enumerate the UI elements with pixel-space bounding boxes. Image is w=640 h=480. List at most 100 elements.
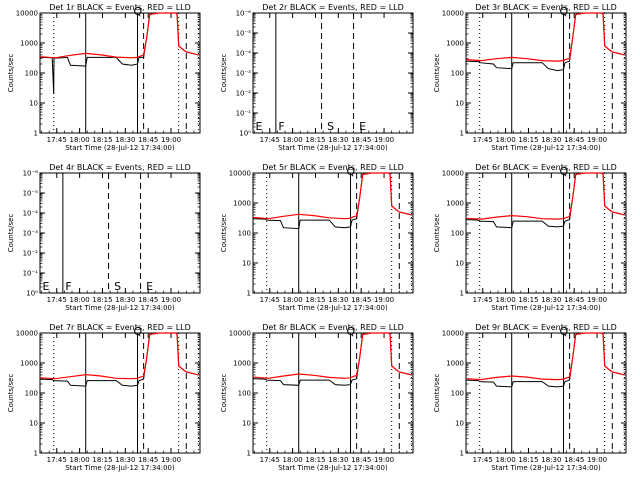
y-tick-label: 10⁻¹: [23, 270, 39, 278]
x-tick-label: 18:00: [70, 136, 90, 144]
y-axis-label: Counts/sec: [220, 214, 228, 253]
time-flag-q: Q: [560, 165, 569, 178]
y-tick-label: 1000: [20, 40, 38, 48]
y-axis-label: Counts/sec: [220, 374, 228, 413]
panel-title: Det 7r BLACK = Events, RED = LLD: [49, 323, 191, 332]
x-tick-label: 17:45: [47, 136, 67, 144]
time-flag-q: Q: [347, 325, 356, 338]
x-tick-label: 18:30: [541, 136, 561, 144]
time-flag-f: F: [65, 280, 71, 293]
x-tick-label: 17:45: [47, 456, 67, 464]
x-tick-label: 18:15: [92, 456, 112, 464]
y-tick-label: 10⁻²: [23, 250, 39, 258]
panel-title: Det 3r BLACK = Events, RED = LLD: [475, 3, 617, 12]
y-tick-label: 10⁰: [26, 290, 38, 298]
lld-series-line: [39, 332, 199, 380]
x-tick-label: 19:00: [374, 456, 394, 464]
detector-panel-3: Det 3r BLACK = Events, RED = LLD 1 10 100 10…: [433, 3, 627, 152]
panel-title: Det 6r BLACK = Events, RED = LLD: [475, 163, 617, 172]
x-axis-label: Start Time (28-Jul-12 17:34:00): [491, 304, 601, 312]
y-tick-label: 10000: [16, 330, 38, 338]
x-tick-label: 18:45: [564, 456, 584, 464]
y-tick-label: 10⁻⁵: [236, 30, 252, 38]
y-axis-label: Counts/sec: [220, 54, 228, 93]
detector-panel-5: Det 5r BLACK = Events, RED = LLD 1 10 100 10…: [220, 163, 414, 312]
y-tick-label: 1000: [233, 200, 251, 208]
time-flag-q: Q: [134, 5, 143, 18]
x-tick-label: 19:00: [587, 136, 607, 144]
y-axis-label: Counts/sec: [7, 374, 15, 413]
time-flag-q: Q: [134, 325, 143, 338]
y-tick-label: 10⁻⁴: [236, 50, 252, 58]
y-tick-label: 1000: [20, 360, 38, 368]
time-flag-f: F: [278, 120, 284, 133]
time-flag-s: S: [114, 280, 121, 293]
x-tick-label: 17:45: [260, 296, 280, 304]
y-tick-label: 1: [247, 450, 251, 458]
x-tick-label: 18:30: [115, 456, 135, 464]
x-tick-label: 18:45: [351, 456, 371, 464]
y-tick-label: 10: [242, 420, 251, 428]
y-tick-label: 1: [460, 290, 464, 298]
y-tick-label: 10⁰: [239, 130, 251, 138]
detector-panel-4: Det 4r BLACK = Events, RED = LLD 10⁰ 10⁻¹ 1…: [7, 163, 201, 312]
y-tick-label: 1: [34, 450, 38, 458]
y-axis-label: Counts/sec: [433, 54, 441, 93]
x-tick-label: 17:45: [473, 456, 493, 464]
x-tick-label: 18:30: [541, 456, 561, 464]
y-tick-label: 10000: [442, 170, 464, 178]
y-tick-label: 100: [238, 390, 251, 398]
x-tick-label: 18:15: [305, 136, 325, 144]
y-tick-label: 10: [29, 100, 38, 108]
x-tick-label: 18:15: [518, 456, 538, 464]
y-tick-label: 10000: [229, 170, 251, 178]
y-tick-label: 10: [242, 260, 251, 268]
lld-series-line: [39, 12, 199, 59]
detector-panel-6: Det 6r BLACK = Events, RED = LLD 1 10 100 10…: [433, 163, 627, 312]
panel-title: Det 9r BLACK = Events, RED = LLD: [475, 323, 617, 332]
lld-series-line: [465, 332, 625, 381]
x-axis-label: Start Time (28-Jul-12 17:34:00): [278, 144, 388, 152]
y-tick-label: 1: [34, 130, 38, 138]
time-flag-e: E: [146, 280, 153, 293]
time-flag-q: Q: [347, 165, 356, 178]
x-tick-label: 18:00: [70, 456, 90, 464]
y-tick-label: 1000: [446, 200, 464, 208]
y-tick-label: 1000: [446, 40, 464, 48]
x-tick-label: 17:45: [473, 296, 493, 304]
x-tick-label: 17:45: [260, 136, 280, 144]
y-tick-label: 100: [25, 70, 38, 78]
y-tick-label: 10: [455, 260, 464, 268]
lld-series-line: [465, 172, 625, 220]
y-tick-label: 100: [25, 390, 38, 398]
y-tick-label: 1000: [233, 360, 251, 368]
y-tick-label: 10: [455, 420, 464, 428]
y-axis-label: Counts/sec: [433, 214, 441, 253]
x-tick-label: 18:45: [564, 296, 584, 304]
x-tick-label: 18:00: [283, 136, 303, 144]
x-tick-label: 18:30: [115, 136, 135, 144]
lld-series-line: [252, 172, 412, 220]
y-tick-label: 10: [455, 100, 464, 108]
x-tick-label: 17:45: [47, 296, 67, 304]
panel-title: Det 1r BLACK = Events, RED = LLD: [49, 3, 191, 12]
y-tick-label: 10000: [442, 10, 464, 18]
y-tick-label: 10⁻³: [23, 230, 39, 238]
y-tick-label: 100: [451, 70, 464, 78]
x-axis-label: Start Time (28-Jul-12 17:34:00): [65, 304, 175, 312]
y-tick-label: 10: [29, 420, 38, 428]
x-tick-label: 18:30: [541, 296, 561, 304]
x-tick-label: 18:15: [305, 456, 325, 464]
x-tick-label: 18:30: [328, 136, 348, 144]
x-tick-label: 19:00: [374, 136, 394, 144]
lld-series-line: [252, 332, 412, 379]
y-axis-label: Counts/sec: [433, 374, 441, 413]
x-tick-label: 18:45: [138, 136, 158, 144]
time-flag-q: Q: [560, 5, 569, 18]
x-tick-label: 18:00: [283, 456, 303, 464]
y-tick-label: 10000: [16, 10, 38, 18]
y-tick-label: 10⁻⁵: [23, 190, 39, 198]
y-tick-label: 10⁻⁶: [236, 10, 252, 18]
